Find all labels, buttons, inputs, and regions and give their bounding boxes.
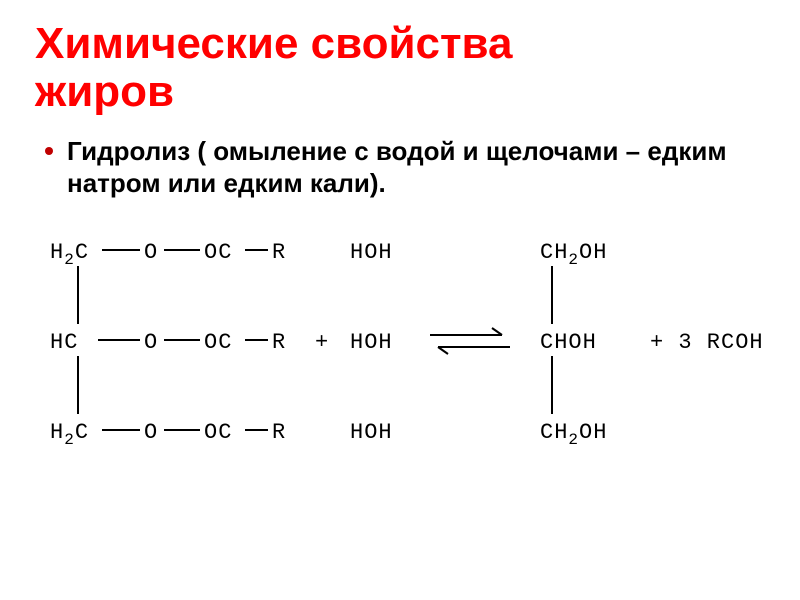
bullet-text: Гидролиз ( омыление с водой и щелочами –… bbox=[67, 135, 770, 200]
o1: O bbox=[144, 240, 158, 265]
bullet-dot-icon bbox=[45, 147, 53, 155]
c2-label: HC bbox=[50, 330, 78, 355]
oc1: OC bbox=[204, 240, 232, 265]
plus-sign: + bbox=[315, 330, 329, 355]
r1: R bbox=[272, 240, 286, 265]
bullet-item: Гидролиз ( омыление с водой и щелочами –… bbox=[45, 135, 770, 200]
equilibrium-arrow-icon bbox=[430, 328, 510, 354]
o3: O bbox=[144, 420, 158, 445]
oc3: OC bbox=[204, 420, 232, 445]
r2: R bbox=[272, 330, 286, 355]
gly-top: CH2OH bbox=[540, 240, 607, 269]
r3: R bbox=[272, 420, 286, 445]
gly-mid: CHOH bbox=[540, 330, 597, 355]
slide-title: Химические свойства жиров bbox=[35, 20, 770, 117]
reaction-diagram: H2C O OC R HC O OC R H2C bbox=[40, 210, 770, 490]
reaction-svg: H2C O OC R HC O OC R H2C bbox=[40, 210, 780, 490]
c3-label: H2C bbox=[50, 420, 89, 449]
product-tail: + 3 RCOH bbox=[650, 330, 764, 355]
slide: Химические свойства жиров Гидролиз ( омы… bbox=[0, 0, 800, 600]
oc2: OC bbox=[204, 330, 232, 355]
water-2: HOH bbox=[350, 330, 393, 355]
water-1: HOH bbox=[350, 240, 393, 265]
c1-label: H2C bbox=[50, 240, 89, 269]
water-3: HOH bbox=[350, 420, 393, 445]
gly-bot: CH2OH bbox=[540, 420, 607, 449]
title-line-1: Химические свойства bbox=[35, 20, 770, 68]
title-line-2: жиров bbox=[35, 68, 770, 116]
o2: O bbox=[144, 330, 158, 355]
